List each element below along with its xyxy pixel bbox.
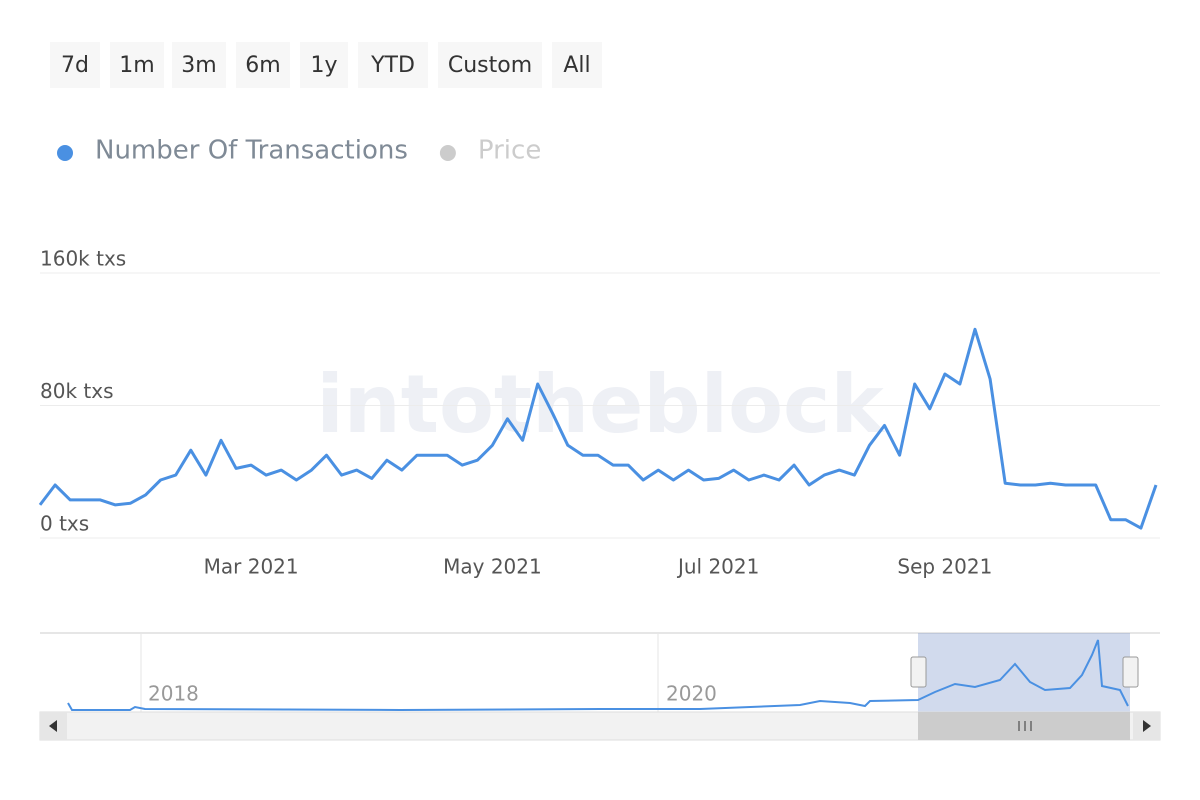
range-button-label: 3m [181,53,216,78]
range-button-label: 7d [61,53,89,78]
range-button[interactable] [236,42,290,88]
navigator-label: 2018 [148,682,199,706]
range-button-label: YTD [370,53,415,78]
range-button[interactable] [552,42,602,88]
arrow-left [49,720,57,732]
y-tick-label: 0 txs [40,512,89,536]
range-button-label: Custom [448,53,532,78]
x-tick-label: May 2021 [443,555,542,579]
range-button[interactable] [438,42,542,88]
range-button-label: 1m [119,53,154,78]
range-button[interactable] [300,42,348,88]
legend-label[interactable]: Price [478,136,541,166]
x-tick-label: Sep 2021 [897,555,992,579]
scrollbar-thumb[interactable] [918,712,1130,740]
legend-marker [439,145,456,161]
range-button-label: 1y [310,53,337,78]
range-button-label: 6m [245,53,280,78]
navigator: 2018 2020 [39,632,1161,741]
navigator-series [67,639,1129,712]
range-button[interactable] [172,42,226,88]
x-tick-label: Mar 2021 [204,555,299,579]
x-tick-label: Jul 2021 [676,555,759,579]
y-tick-label: 80k txs [40,379,114,403]
legend-marker [57,145,73,161]
watermark: intotheblock [316,358,885,451]
legend-label[interactable]: Number Of Transactions [95,136,408,166]
range-button[interactable] [358,42,428,88]
navigator-handle[interactable] [910,656,927,688]
range-button[interactable] [50,42,100,88]
scrollbar-grip [1018,721,1032,731]
arrow-right [1143,720,1151,732]
range-button-label: All [563,53,590,78]
navigator-bg [40,633,1160,712]
range-button[interactable] [110,42,164,88]
y-tick-label: 160k txs [40,247,126,271]
series-line [38,327,1158,530]
navigator-label: 2020 [666,682,717,706]
navigator-handle[interactable] [1122,656,1139,688]
